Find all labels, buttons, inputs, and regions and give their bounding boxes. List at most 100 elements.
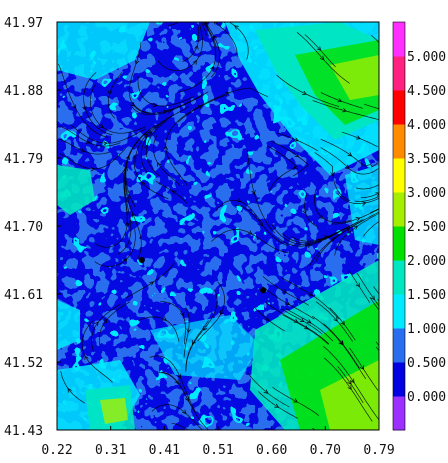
streamline-arrow [359,365,364,370]
streamline-arrow [224,91,230,97]
streamline-arrow [282,289,288,294]
streamline-arrow [99,123,104,128]
streamline [369,296,379,311]
field-region [320,360,379,430]
streamline-arrow [162,316,167,321]
streamline [204,22,217,48]
streamline-arrow [213,22,218,25]
streamline-arrow [306,319,312,324]
streamline-arrow [192,59,197,65]
streamline-arrow [85,139,91,144]
streamline-arrow [274,403,280,408]
streamline [58,63,108,138]
streamline-arrow [316,46,322,51]
streamline-arrow [107,90,113,96]
streamline-arrow [180,311,185,317]
streamlines [58,22,390,430]
streamline-arrow [333,317,338,322]
colorbar-band [393,124,405,159]
x-tick-label: 0.31 [95,443,126,458]
colorbar-tick-label: 4.000 [407,118,446,133]
streamline-arrow [355,282,360,288]
colorbar-band [393,260,405,295]
streamline [247,372,290,408]
field-region [57,22,150,80]
field-region [57,300,80,350]
streamline [177,95,226,123]
streamline-arrow [210,65,215,71]
streamline-arrow [345,227,351,232]
streamline [296,32,350,84]
streamline-arrow [285,301,291,306]
streamline [320,147,379,175]
streamline [146,120,168,177]
streamline [262,276,309,306]
streamline-arrow [338,340,343,346]
streamline-arrow [141,181,146,187]
streamline-arrow [84,355,89,360]
colorbar-tick-label: 3.500 [407,152,446,167]
streamline [133,154,169,200]
streamline-arrow [220,310,225,316]
streamline [211,229,289,254]
plot-area [56,21,390,431]
streamline [323,357,373,422]
streamline-arrow [202,326,207,331]
streamline [153,135,181,186]
streamline [277,231,341,247]
streamline-arrow [251,189,256,195]
streamline-arrow [194,44,199,50]
streamline-arrow [171,190,177,195]
streamline-arrow [128,219,133,225]
streamline-arrow [258,221,264,227]
streamline-arrow [152,102,158,108]
colorbar-tick-label: 2.500 [407,220,446,235]
x-axis-ticks: 0.22 0.31 0.41 0.51 0.60 0.70 0.79 [41,426,395,458]
streamline-arrow [382,180,386,184]
streamline-arrow [302,209,307,215]
colorbar-band [393,158,405,193]
streamline [281,308,323,335]
streamline [235,204,288,246]
streamline-arrow [293,318,299,323]
colorbar-band [393,56,405,91]
colorbar-band [393,22,405,57]
colorbar-band [393,396,405,431]
streamline-arrow [213,35,218,40]
field-region [345,165,379,245]
streamline [331,208,379,225]
field-region [330,55,379,100]
streamline [267,146,298,193]
streamline-arrow [318,214,324,219]
streamline-arrow [319,55,325,61]
streamline-arrow [293,398,298,403]
y-tick-label: 41.52 [4,356,43,371]
colorbar [392,21,406,431]
streamline-arrow [386,189,390,193]
streamline-arrow [80,148,86,153]
colorbar-band [393,192,405,227]
streamline [91,303,121,353]
colorbar-tick-label: 1.500 [407,288,446,303]
streamline-arrow [347,152,353,157]
streamline [356,184,379,190]
y-tick-label: 41.61 [4,288,43,303]
x-tick-label: 0.79 [363,443,394,458]
streamline-arrow [299,317,305,322]
streamline-arrow [386,319,390,323]
streamline [272,387,320,416]
streamline-arrow [234,25,239,30]
streamline [320,138,378,168]
streamline-arrow [72,104,77,110]
streamline [167,22,179,26]
field-region [57,165,95,215]
streamline-arrow [302,90,307,95]
streamline-arrow [122,168,127,174]
streamline [128,84,152,114]
streamline-arrow [186,328,191,334]
streamline-arrow [264,316,270,321]
streamline-arrow [90,166,96,172]
streamline-arrow [347,380,352,385]
streamline-arrow [94,321,99,327]
streamline-arrow [370,295,375,301]
